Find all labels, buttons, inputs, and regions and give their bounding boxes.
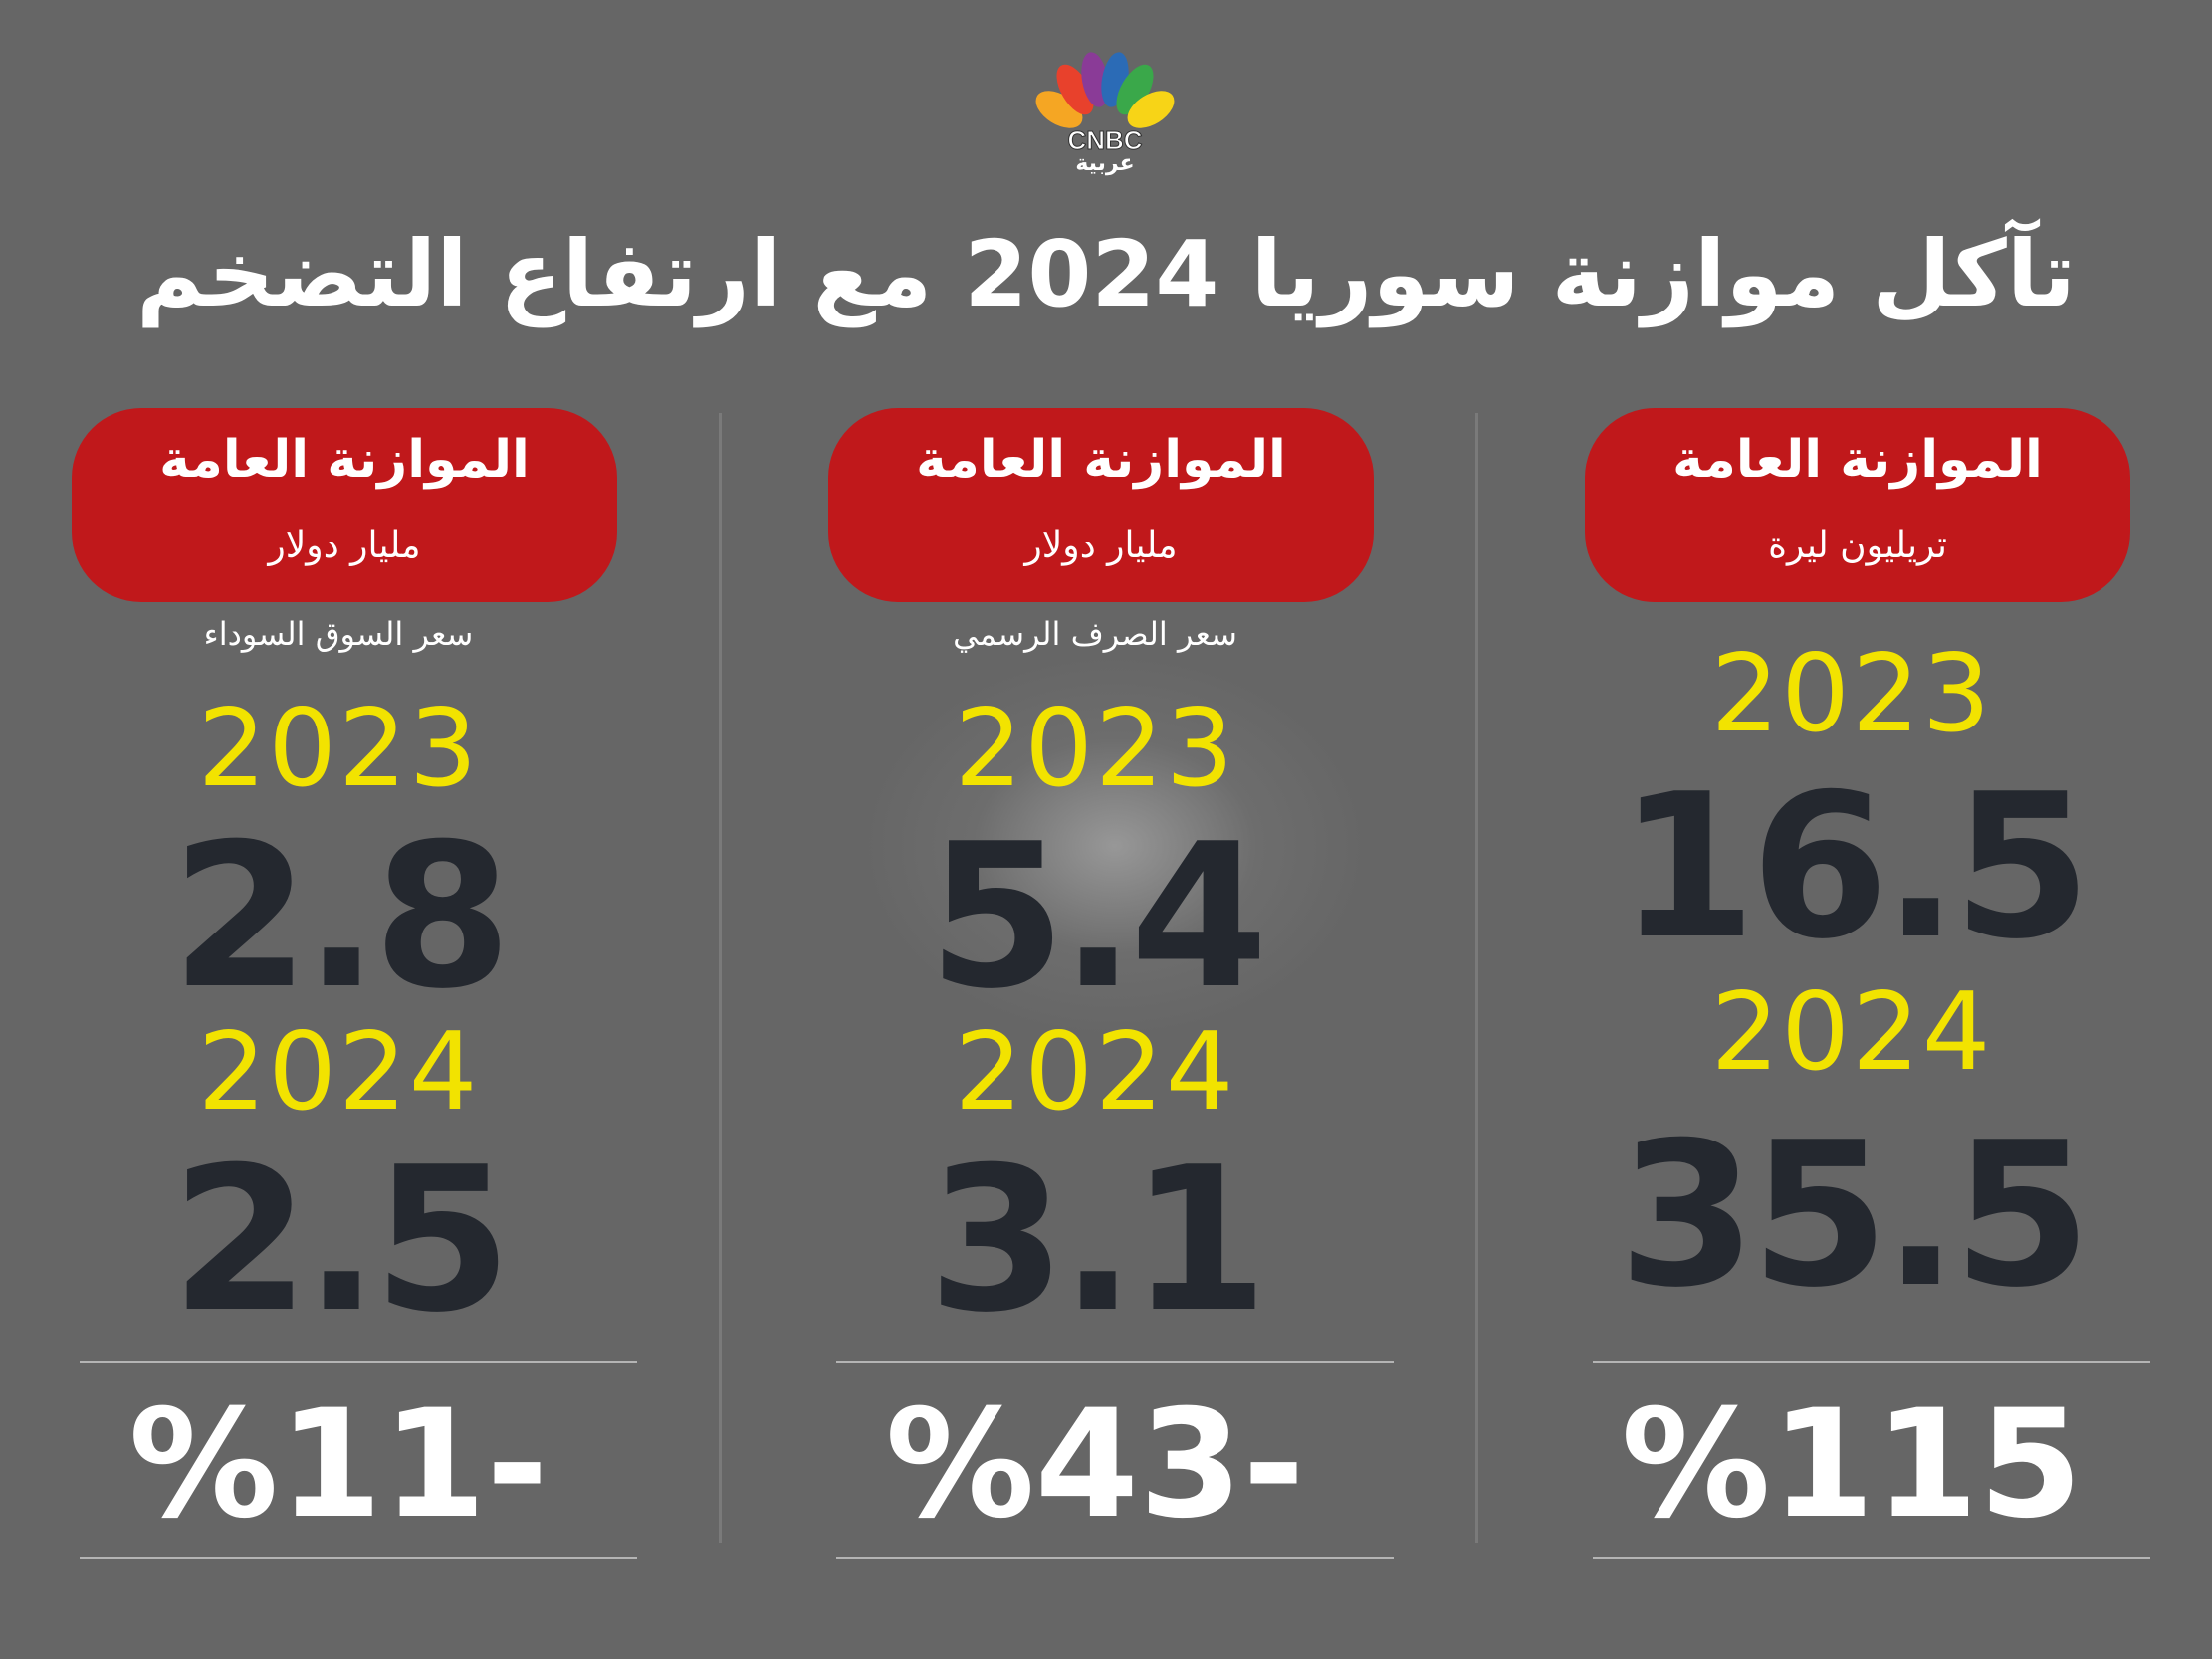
budget-header-pill: الموازنة العامة تريليون ليرة <box>1585 408 2130 602</box>
budget-header-title: الموازنة العامة <box>916 430 1286 490</box>
cnbc-arabia-logo: CNBC عربية <box>1035 52 1175 176</box>
budget-header-pill: الموازنة العامة مليار دولار <box>72 408 617 602</box>
budget-unit: تريليون ليرة <box>1768 525 1947 566</box>
budget-value-2023: 2.8 <box>170 801 512 1033</box>
exchange-rate-label: سعر السوق السوداء <box>203 615 474 653</box>
page-title: تآكل موازنة سوريا 2024 مع ارتفاع التضخم <box>136 221 2076 327</box>
budget-value-2023: 16.5 <box>1618 751 2091 983</box>
column-divider <box>1475 413 1478 1543</box>
budget-value-2024: 35.5 <box>1618 1100 2091 1332</box>
budget-unit: مليار دولار <box>1024 525 1178 566</box>
separator-line <box>836 1557 1394 1559</box>
budget-column-lira: الموازنة العامة تريليون ليرة 2023 16.5 2… <box>1573 408 2150 1572</box>
column-divider <box>719 413 722 1543</box>
separator-line <box>80 1361 637 1363</box>
budget-value-2024: 3.1 <box>927 1125 1268 1356</box>
peacock-icon: CNBC <box>1035 52 1175 151</box>
separator-line <box>1593 1557 2150 1559</box>
budget-header-title: الموازنة العامة <box>159 430 530 490</box>
budget-header-title: الموازنة العامة <box>1672 430 2043 490</box>
change-percent: %43- <box>885 1378 1305 1552</box>
budget-unit: مليار دولار <box>268 525 421 566</box>
logo-text: CNBC <box>1067 125 1142 151</box>
budget-value-2024: 2.5 <box>170 1125 512 1356</box>
year-label-2024: 2024 <box>954 1010 1236 1135</box>
highlight-glow <box>866 657 1364 1035</box>
budget-column-black-market-rate: الموازنة العامة مليار دولار سعر السوق ال… <box>60 408 637 1572</box>
separator-line <box>80 1557 637 1559</box>
separator-line <box>1593 1361 2150 1363</box>
budget-value-2023: 5.4 <box>927 801 1268 1033</box>
budget-column-official-rate: الموازنة العامة مليار دولار سعر الصرف ال… <box>816 408 1394 1572</box>
year-label-2023: 2023 <box>197 687 480 811</box>
year-label-2023: 2023 <box>954 687 1236 811</box>
year-label-2023: 2023 <box>1710 632 1993 756</box>
year-label-2024: 2024 <box>197 1010 480 1135</box>
separator-line <box>836 1361 1394 1363</box>
budget-header-pill: الموازنة العامة مليار دولار <box>828 408 1374 602</box>
change-percent: %115 <box>1621 1378 2083 1552</box>
logo-subtitle: عربية <box>1075 151 1135 176</box>
change-percent: %11- <box>128 1378 549 1552</box>
year-label-2024: 2024 <box>1710 970 1993 1095</box>
exchange-rate-label: سعر الصرف الرسمي <box>953 615 1237 653</box>
